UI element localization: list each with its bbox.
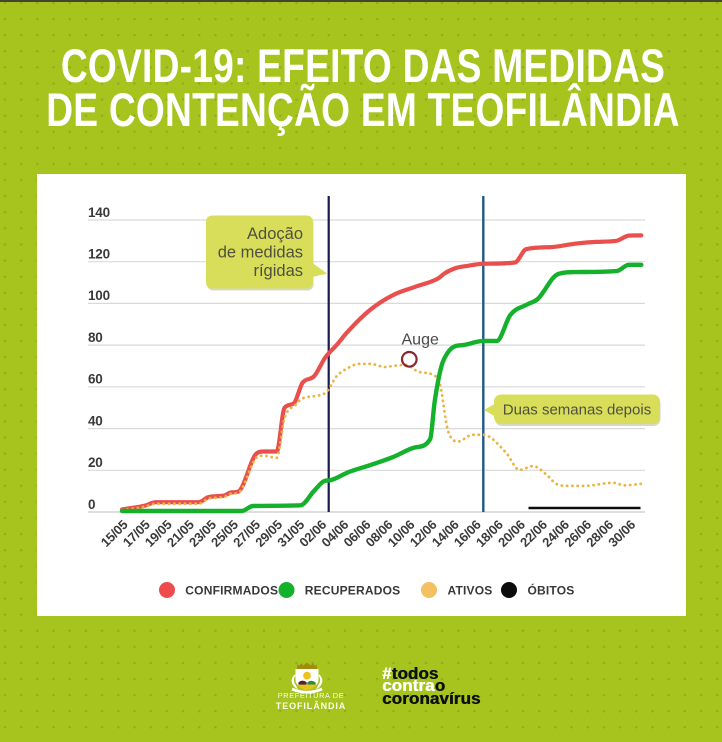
svg-text:140: 140 xyxy=(88,205,110,220)
svg-text:de medidas: de medidas xyxy=(218,244,303,262)
svg-text:80: 80 xyxy=(88,330,103,345)
svg-text:Duas semanas depois: Duas semanas depois xyxy=(503,402,651,419)
svg-text:100: 100 xyxy=(88,288,110,303)
svg-text:RECUPERADOS: RECUPERADOS xyxy=(305,584,401,598)
svg-text:60: 60 xyxy=(88,372,103,387)
svg-text:120: 120 xyxy=(88,247,110,262)
svg-text:ÓBITOS: ÓBITOS xyxy=(528,583,575,598)
svg-text:CONFIRMADOS: CONFIRMADOS xyxy=(185,584,278,598)
svg-text:Adoção: Adoção xyxy=(247,225,303,243)
svg-text:0: 0 xyxy=(88,497,95,512)
svg-text:40: 40 xyxy=(88,413,103,428)
svg-text:Auge: Auge xyxy=(402,332,439,349)
svg-text:rígidas: rígidas xyxy=(253,262,303,280)
svg-text:20: 20 xyxy=(88,455,103,470)
svg-text:ATIVOS: ATIVOS xyxy=(448,584,493,598)
